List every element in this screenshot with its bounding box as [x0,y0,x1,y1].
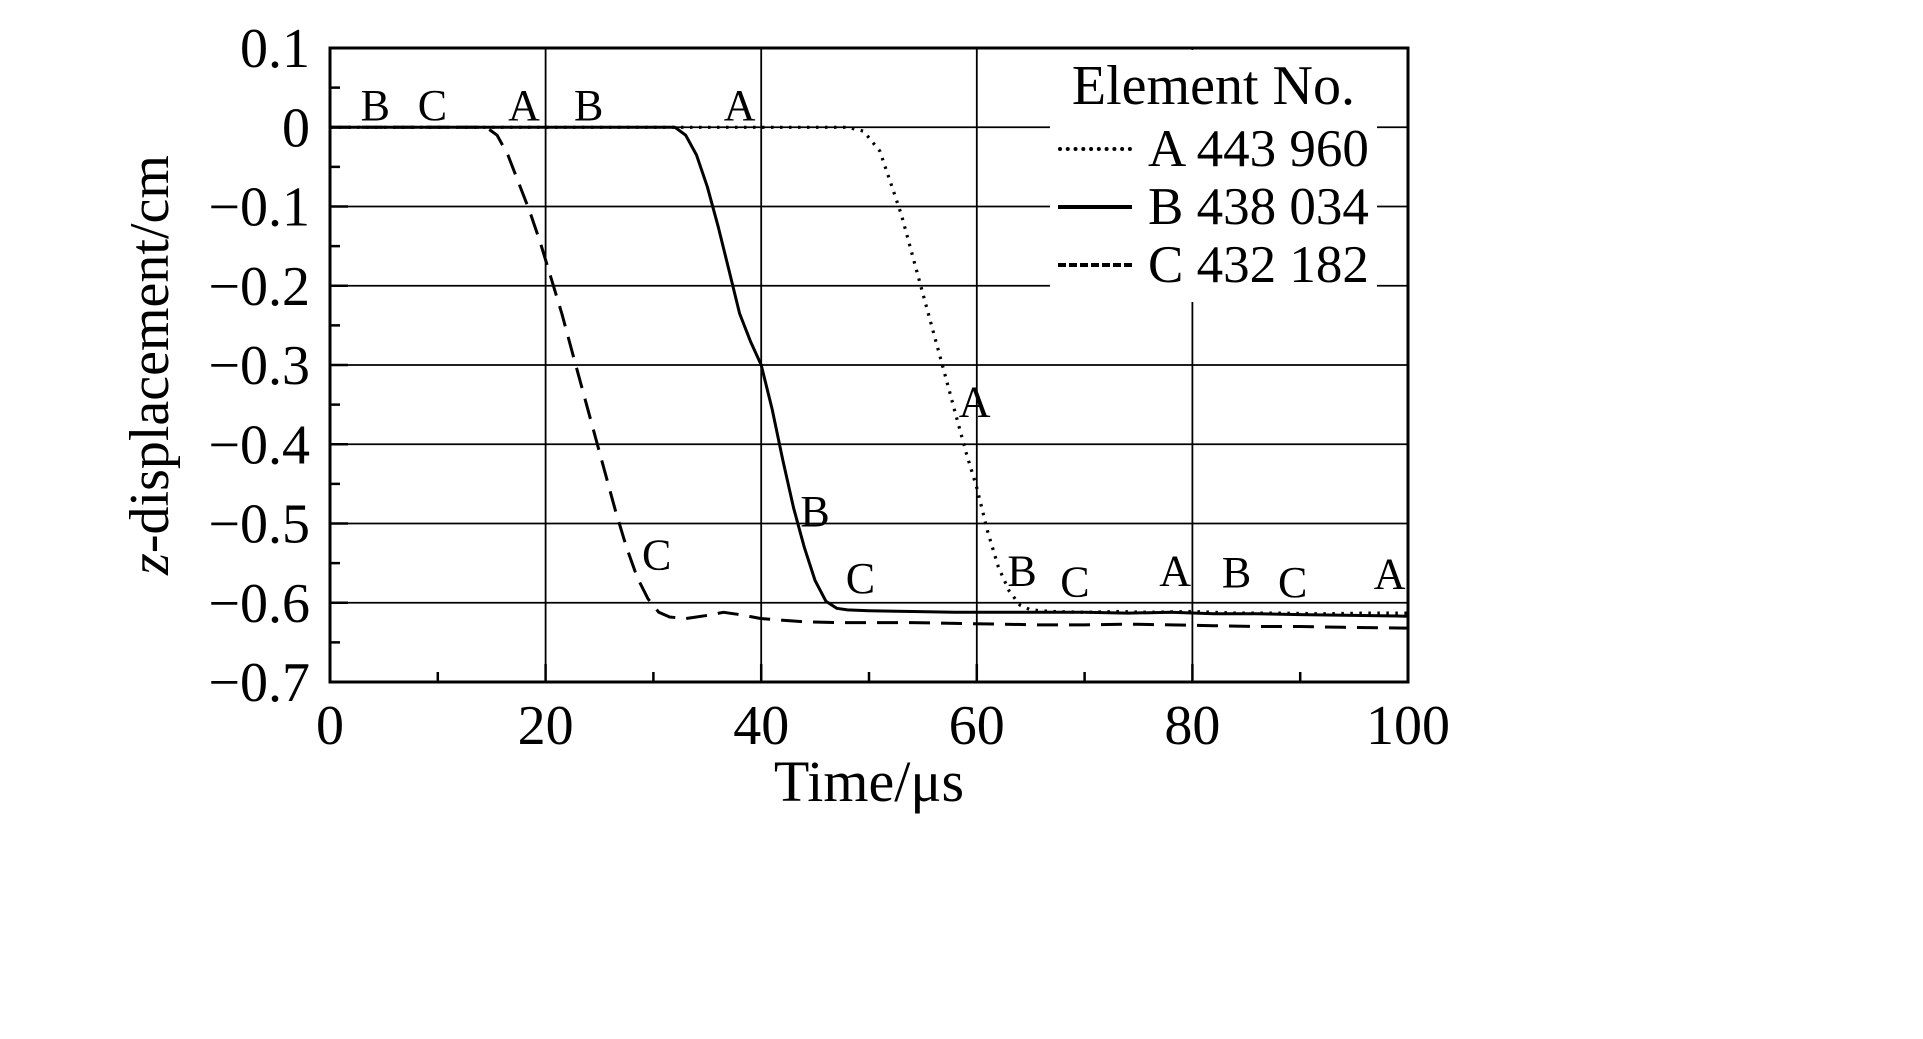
curve-letter-B: B [574,81,603,130]
series-C-curve [330,125,1409,630]
legend-item-c: C 432 182 [1058,236,1369,294]
legend-label-a: A 443 960 [1148,120,1369,178]
y-tick-label: −0.4 [208,414,310,476]
legend: Element No. A 443 960 B 438 034 C 432 18… [1050,50,1377,302]
solid-line-sample-icon [1058,205,1132,209]
curve-letter-C: C [1278,558,1307,607]
dotted-line-sample-icon [1058,147,1132,151]
series-B-curve [330,125,1409,618]
legend-item-a: A 443 960 [1058,120,1369,178]
curve-letter-C: C [846,554,875,603]
x-tick-label: 40 [733,695,789,757]
curve-letter-B: B [1222,548,1251,597]
x-tick-label: 60 [949,695,1005,757]
legend-title: Element No. [1071,55,1355,117]
x-tick-label: 20 [518,695,574,757]
y-tick-label: −0.7 [208,652,310,714]
x-axis-title: Time/μs [773,749,965,814]
legend-label-c: C 432 182 [1148,236,1369,294]
y-tick-label: −0.6 [208,573,310,635]
curve-letter-A: A [508,81,540,130]
legend-label-b: B 438 034 [1148,178,1369,236]
curve-letter-C: C [418,81,447,130]
y-tick-label: −0.2 [208,256,310,318]
curve-letter-A: A [1374,549,1406,598]
legend-item-b: B 438 034 [1058,178,1369,236]
series-A-curve [330,125,1408,616]
curve-letter-B: B [1007,546,1036,595]
curve-letter-B: B [800,487,829,536]
y-axis-title-italic: z [119,553,181,575]
x-tick-label: 80 [1164,695,1220,757]
curve-letter-B: B [361,81,390,130]
curve-letter-A: A [959,378,991,427]
x-tick-label: 0 [316,695,344,757]
x-tick-label: 100 [1366,695,1450,757]
y-tick-label: −0.1 [208,177,310,239]
dashed-line-sample-icon [1058,263,1132,267]
plot-frame [328,46,1410,684]
y-tick-label: −0.5 [208,494,310,556]
y-tick-label: 0.1 [240,18,310,80]
curve-letter-A: A [1159,546,1191,595]
y-tick-label: 0 [282,97,310,159]
curve-letter-A: A [724,81,756,130]
curve-letter-C: C [1060,557,1089,606]
y-axis-title: z-displacement/cm [118,155,182,575]
y-tick-label: −0.3 [208,335,310,397]
y-axis-title-rest: -displacement/cm [119,155,181,554]
curve-letter-C: C [642,530,671,579]
